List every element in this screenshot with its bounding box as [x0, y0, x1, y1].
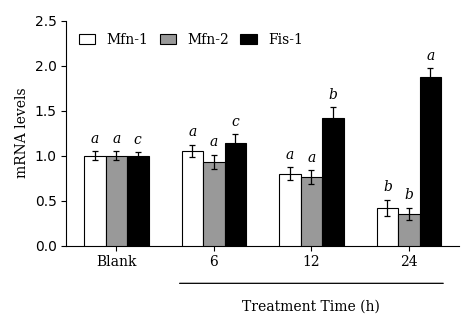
Text: b: b	[328, 88, 337, 101]
Text: a: a	[307, 151, 316, 164]
Bar	[84, 155, 106, 245]
Text: a: a	[210, 135, 218, 149]
Text: a: a	[188, 125, 197, 139]
Text: b: b	[404, 188, 413, 202]
Legend: Mfn-1, Mfn-2, Fis-1: Mfn-1, Mfn-2, Fis-1	[73, 27, 309, 53]
Bar	[377, 208, 398, 245]
Bar	[127, 155, 148, 245]
Text: a: a	[426, 49, 435, 63]
Bar	[279, 173, 301, 245]
Bar	[182, 151, 203, 245]
Bar	[322, 118, 344, 245]
Text: Treatment Time (h): Treatment Time (h)	[243, 299, 380, 314]
Text: a: a	[286, 148, 294, 162]
Text: a: a	[91, 131, 99, 146]
Bar	[419, 77, 441, 245]
Text: c: c	[134, 132, 142, 147]
Bar	[398, 214, 419, 245]
Text: c: c	[231, 115, 239, 129]
Text: b: b	[383, 180, 392, 194]
Bar	[301, 177, 322, 245]
Text: a: a	[112, 131, 120, 146]
Bar	[106, 155, 127, 245]
Bar	[203, 162, 225, 245]
Bar	[225, 143, 246, 245]
Y-axis label: mRNA levels: mRNA levels	[15, 88, 29, 178]
